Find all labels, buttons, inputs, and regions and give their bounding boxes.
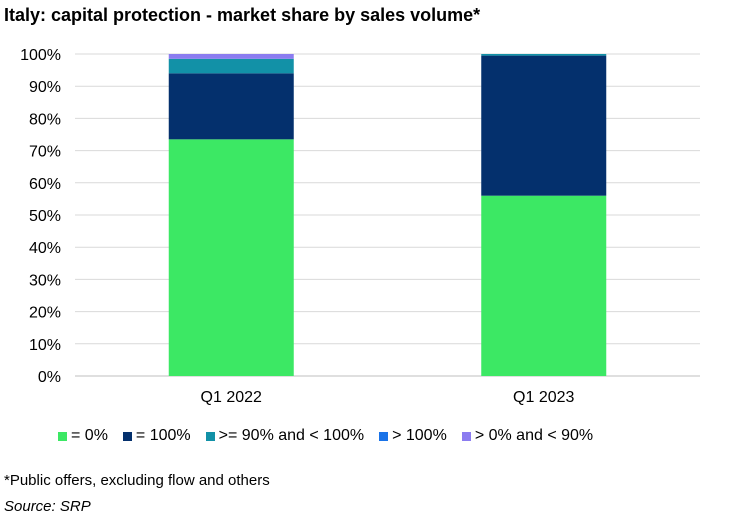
bars [168,54,607,376]
bar-segment [168,54,294,59]
bar-segment [168,58,294,74]
y-tick-label: 0% [38,369,61,386]
legend-item: > 100% [379,427,447,445]
legend-swatch [461,431,471,441]
x-axis-tick-labels: Q1 2022 Q1 2023 [201,389,575,406]
chart-title: Italy: capital protection - market share… [4,5,481,25]
legend-swatch [205,431,215,441]
x-tick-label: Q1 2022 [201,389,262,406]
legend-item: > 0% and < 90% [461,427,594,445]
y-tick-label: 80% [29,111,61,128]
legend-swatch [379,431,389,441]
legend-label: >= 90% and < 100% [218,427,365,444]
legend-label: = 100% [135,427,191,444]
bar-segment [481,55,607,196]
chart-area: 0% 10% 20% 30% 40% 50% 60% 70% 80% 90% 100% Q1 202… [20,47,700,406]
legend-item: >= 90% and < 100% [205,427,365,445]
y-tick-label: 60% [29,176,61,193]
legend-label: > 0% and < 90% [474,427,594,444]
y-tick-label: 70% [29,144,61,161]
y-tick-label: 50% [29,208,61,225]
bar-segment [481,195,607,376]
legend-item: = 100% [122,427,191,445]
y-tick-label: 20% [29,305,61,322]
y-tick-label: 40% [29,240,61,257]
bar-segment [481,54,607,56]
x-tick-label: Q1 2023 [513,389,574,406]
y-tick-label: 30% [29,272,61,289]
legend: = 0% = 100% >= 90% and < 100% > 100% > 0% an… [58,427,608,445]
legend-label: > 100% [392,427,447,444]
legend-item: = 0% [58,427,108,445]
bar-segment [168,139,294,376]
y-tick-label: 90% [29,79,61,96]
bar-segment [168,73,294,140]
footnote: *Public offers, excluding flow and other… [4,472,270,489]
legend-label: = 0% [71,427,108,444]
y-axis-tick-labels: 0% 10% 20% 30% 40% 50% 60% 70% 80% 90% 100% [20,47,61,386]
y-tick-label: 10% [29,337,61,354]
source-note: Source: SRP [4,498,91,515]
legend-swatch [58,431,67,441]
legend-swatch [122,431,132,441]
y-tick-label: 100% [20,47,61,64]
